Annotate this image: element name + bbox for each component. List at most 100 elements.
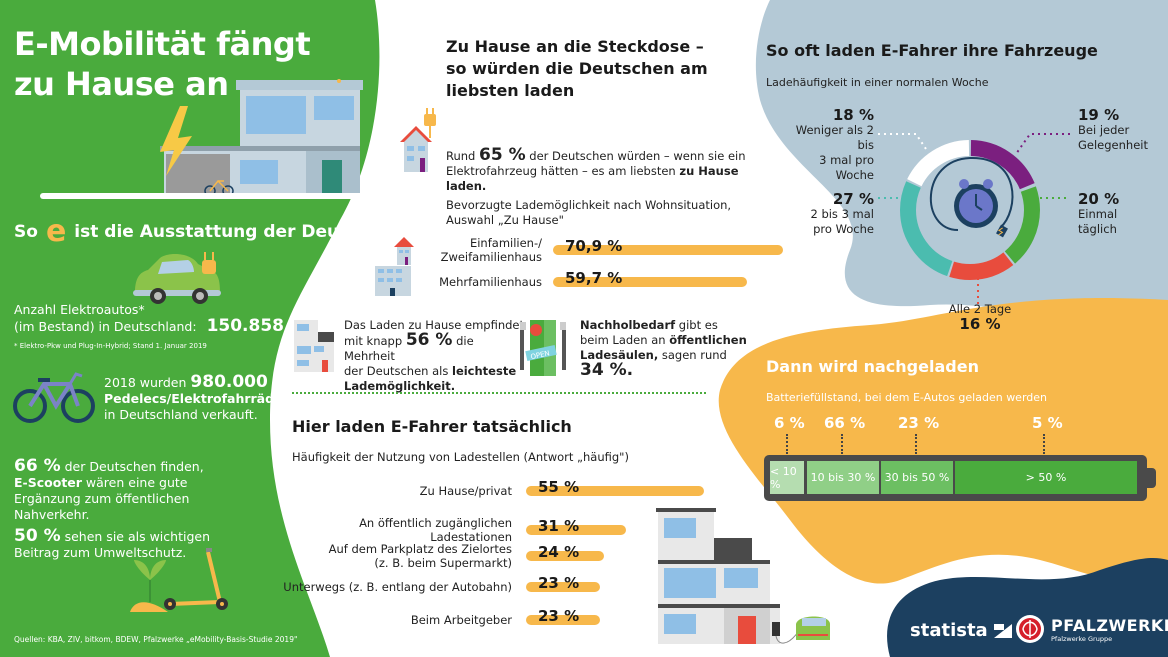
usage-bar-label-0: Zu Hause/privat — [419, 484, 512, 498]
single-family-house-icon — [394, 237, 414, 265]
battery-seg-label-2: 30 bis 50 % — [884, 471, 950, 484]
usage-bar-label-2-line1: Auf dem Parkplatz des Zielortes — [328, 542, 512, 556]
scooter-bold1: E-Scooter — [14, 475, 82, 490]
e-logo-icon: e — [45, 214, 67, 249]
scooter-pct2: 50 % — [14, 526, 61, 546]
pfalzwerke-logo: PFALZWERKE Pfalzwerke Gruppe — [1015, 614, 1168, 644]
nachhol-b: beim Laden an — [580, 333, 666, 347]
usage-bar-value-4: 23 % — [538, 607, 580, 625]
donut-value-2-3-mal: 27 % — [832, 190, 874, 208]
cars-footnote: * Elektro-Pkw und Plug-In-Hybrid; Stand … — [14, 342, 207, 350]
wohn-bar-row-1: Mehrfamilienhaus 59,7 % — [410, 269, 747, 289]
easiest-d: der Deutschen als — [344, 364, 449, 378]
cars-label-line2: (im Bestand) in Deutschland: — [14, 319, 197, 334]
usage-bar-value-2: 24 % — [538, 543, 580, 561]
usage-bar-label-4: Beim Arbeitgeber — [410, 613, 512, 627]
wohn-bar-label-0-line1: Einfamilien-/ — [469, 236, 542, 250]
usage-bar-label-2: Auf dem Parkplatz des Zielortes (z. B. b… — [280, 542, 512, 570]
usage-bar-1: 31 % — [526, 517, 626, 535]
donut-label-jede: 19 % Bei jeder Gelegenheit — [1078, 108, 1148, 153]
ausstattung-heading: So e ist die Ausstattung der Deutschen — [14, 214, 403, 249]
battery-leader-1 — [841, 434, 843, 454]
easiest-bold2: Lademöglichkeit. — [344, 379, 456, 393]
battery-seg-1: 10 bis 30 % — [807, 461, 879, 494]
pedelecs-stat: 2018 wurden 980.000 Pedelecs/Elektrofahr… — [104, 374, 289, 423]
usage-bar-0: 55 % — [526, 478, 704, 496]
cars-stat: Anzahl Elektroautos* (im Bestand) in Deu… — [14, 302, 284, 354]
battery-tip — [1146, 468, 1156, 488]
donut-label-jede-line2: Gelegenheit — [1078, 138, 1148, 152]
battery-seg-label-0: < 10 % — [770, 464, 797, 491]
ebike-icon — [13, 372, 95, 423]
battery-value-2: 23 % — [898, 414, 940, 432]
haeufigkeit-subtitle: Ladehäufigkeit in einer normalen Woche — [766, 76, 989, 89]
easiest-c: die Mehrheit — [344, 334, 474, 363]
easiest-b: mit knapp — [344, 334, 403, 348]
steckdose-subtitle-line1: Bevorzugte Lademöglichkeit nach Wohnsitu… — [446, 198, 732, 212]
wohn-bar-row-0: Einfamilien-/ Zweifamilienhaus 70,9 % — [410, 236, 783, 264]
scooter-text1d: Nahverkehr. — [14, 507, 90, 522]
pedelecs-bold: Pedelecs/Elektrofahrräder — [104, 391, 289, 406]
wohn-bar-label-0-line2: Zweifamilienhaus — [440, 250, 542, 264]
battery-seg-2: 30 bis 50 % — [881, 461, 953, 494]
pedelecs-prefix: 2018 wurden — [104, 375, 187, 390]
donut-segment-alle-2-tage — [900, 140, 1040, 280]
haeufigkeit-title: So oft laden E-Fahrer ihre Fahrzeuge — [766, 41, 1098, 60]
steckdose-title-line1: Zu Hause an die Steckdose – — [446, 37, 704, 56]
donut-segment-einmal-taeglich — [900, 140, 1040, 280]
usage-bar-row-3: Unterwegs (z. B. entlang der Autobahn) 2… — [280, 574, 600, 594]
scooter-text1b: wären eine gute — [85, 475, 188, 490]
steckdose-subtitle: Bevorzugte Lademöglichkeit nach Wohnsitu… — [446, 198, 731, 228]
battery-value-0: 6 % — [774, 414, 805, 432]
usage-bar-row-0: Zu Hause/privat 55 % — [280, 478, 704, 498]
steckdose-title-line3: liebsten laden — [446, 81, 575, 100]
steckdose-rund-text: Rund 65 % der Deutschen würden – wenn si… — [446, 147, 756, 194]
battery-leader-2 — [915, 434, 917, 454]
donut-value-alle-2-tage: 16 % — [959, 315, 1001, 333]
wohn-bar-1: 59,7 % — [553, 269, 747, 287]
nachhol-bold3: Ladesäulen, — [580, 348, 659, 362]
steckdose-title-line2: so würden die Deutschen am — [446, 59, 708, 78]
usage-bar-3: 23 % — [526, 574, 600, 592]
steckdose-text-bold: zu Hause laden. — [446, 164, 739, 193]
pedelecs-value: 980.000 — [190, 372, 268, 392]
wohn-bar-value-1: 59,7 % — [565, 269, 623, 287]
donut-value-jede: 19 % — [1078, 106, 1120, 124]
usage-bar-row-2: Auf dem Parkplatz des Zielortes (z. B. b… — [280, 542, 604, 570]
wohn-bar-label-0: Einfamilien-/ Zweifamilienhaus — [410, 236, 542, 264]
easiest-text: Das Laden zu Hause empfindet mit knapp 5… — [344, 318, 524, 394]
battery-seg-label-1: 10 bis 30 % — [810, 471, 876, 484]
steckdose-text-b: Elektrofahrzeug hätten – es am liebsten — [446, 164, 676, 178]
donut-label-weniger-line1: Weniger als 2 bis — [795, 123, 874, 152]
svg-text:OPEN: OPEN — [530, 349, 551, 361]
apartment-building-icon — [375, 266, 411, 296]
donut-segment-2-3-mal — [900, 140, 1040, 280]
wohn-bar-value-0: 70,9 % — [565, 237, 623, 255]
donut-label-alle-2-tage-line1: Alle 2 Tage — [948, 302, 1012, 316]
usage-bar-row-4: Beim Arbeitgeber 23 % — [280, 607, 600, 627]
townhouse-icon — [294, 320, 334, 372]
frequency-donut-chart — [900, 140, 1040, 280]
main-title-line1: E-Mobilität fängt — [14, 25, 311, 63]
scooter-pct1: 66 % — [14, 456, 61, 476]
donut-label-2-3-mal-line1: 2 bis 3 mal — [810, 207, 874, 221]
donut-value-weniger: 18 % — [832, 106, 874, 124]
house-illustration — [160, 79, 363, 197]
usage-bar-value-3: 23 % — [538, 574, 580, 592]
usage-bar-value-0: 55 % — [538, 478, 580, 496]
donut-label-2-3-mal-line2: pro Woche — [813, 222, 874, 236]
tatsaechlich-subtitle: Häufigkeit der Nutzung von Ladestellen (… — [292, 450, 629, 464]
nachhol-text: Nachholbedarf gibt es beim Laden an öffe… — [580, 318, 760, 379]
battery-seg-3: > 50 % — [955, 461, 1137, 494]
charging-station-open-icon: OPEN — [520, 320, 566, 376]
usage-bar-value-1: 31 % — [538, 517, 580, 535]
donut-value-einmal: 20 % — [1078, 190, 1120, 208]
steckdose-title: Zu Hause an die Steckdose – so würden di… — [446, 36, 708, 102]
usage-bar-2: 24 % — [526, 543, 604, 561]
house-plug-icon — [400, 108, 436, 172]
usage-bar-4: 23 % — [526, 607, 600, 625]
rund-text: Rund — [446, 149, 476, 163]
easiest-bold1: leichteste — [452, 364, 517, 378]
scooter-stat: 66 % der Deutschen finden, E-Scooter wär… — [14, 458, 210, 561]
nachhol-bold2: öffentlichen — [669, 333, 747, 347]
